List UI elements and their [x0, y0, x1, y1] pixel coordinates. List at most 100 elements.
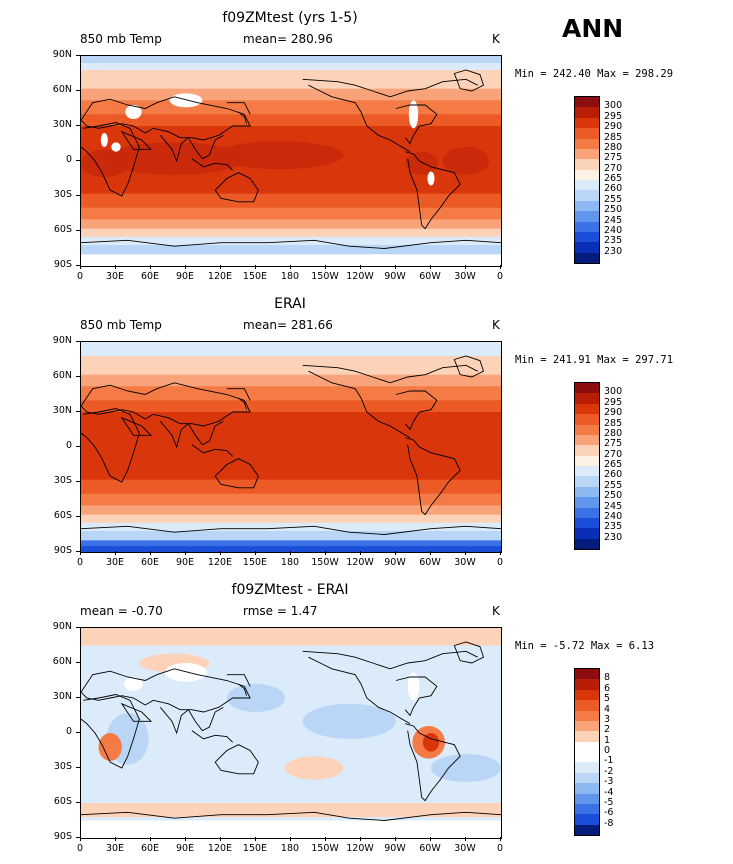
lon-tick-label: 150E — [242, 843, 268, 854]
lon-tick-label: 150W — [311, 843, 339, 854]
colorbar-swatch — [575, 252, 599, 264]
lon-tick-label: 0 — [76, 271, 84, 282]
lat-tick — [76, 551, 80, 552]
panel-units: K — [492, 318, 500, 332]
lat-tick-label: 0 — [65, 440, 72, 451]
lon-tick — [325, 551, 326, 555]
panel-title: ERAI — [274, 296, 306, 312]
lon-tick-label: 30W — [454, 557, 476, 568]
lon-tick — [220, 837, 221, 841]
lat-tick — [76, 195, 80, 196]
lat-tick — [76, 125, 80, 126]
lat-tick-label: 60N — [52, 84, 72, 95]
lon-tick — [80, 265, 81, 269]
colorbar-swatch — [575, 128, 599, 139]
colorbar-label: 6 — [604, 682, 611, 694]
lon-tick — [115, 837, 116, 841]
colorbar-swatch — [575, 517, 599, 529]
colorbar-swatch — [575, 159, 599, 171]
colorbar-swatch — [575, 231, 599, 243]
colorbar-label: 270 — [604, 162, 623, 174]
lon-tick-label: 120W — [346, 557, 374, 568]
lon-tick — [255, 265, 256, 269]
lon-tick-label: 90E — [175, 557, 195, 568]
colorbar-swatch — [575, 211, 599, 222]
colorbar-swatch — [575, 700, 599, 711]
colorbar-swatch — [575, 710, 599, 722]
lon-tick — [220, 551, 221, 555]
colorbar-swatch — [575, 814, 599, 826]
lon-tick — [150, 265, 151, 269]
colorbar — [574, 96, 600, 264]
panel-center-string: rmse = 1.47 — [243, 604, 318, 618]
panel-title: f09ZMtest (yrs 1-5) — [222, 10, 358, 26]
lon-tick-label: 150E — [242, 557, 268, 568]
lat-tick-label: 30N — [52, 691, 72, 702]
lat-tick — [76, 697, 80, 698]
colorbar-label: 245 — [604, 500, 623, 512]
lon-tick-label: 90W — [384, 843, 406, 854]
colorbar-label: -8 — [604, 817, 614, 829]
panel-left-string: mean = -0.70 — [80, 604, 163, 618]
lon-tick — [325, 837, 326, 841]
colorbar-swatch — [575, 689, 599, 701]
colorbar-label: 295 — [604, 110, 623, 122]
lon-tick — [430, 837, 431, 841]
colorbar-label: 275 — [604, 438, 623, 450]
lon-tick-label: 120W — [346, 843, 374, 854]
lon-tick — [220, 265, 221, 269]
lat-tick-label: 60N — [52, 656, 72, 667]
panel-units: K — [492, 604, 500, 618]
map-panel — [80, 55, 502, 267]
lon-tick — [115, 551, 116, 555]
lon-tick — [185, 551, 186, 555]
lon-tick-label: 120W — [346, 271, 374, 282]
colorbar-swatch — [575, 720, 599, 732]
colorbar-label: -4 — [604, 786, 614, 798]
colorbar-label: -3 — [604, 776, 614, 788]
lon-tick — [185, 837, 186, 841]
lat-tick — [76, 732, 80, 733]
colorbar-swatch — [575, 824, 599, 836]
colorbar-label: 240 — [604, 224, 623, 236]
colorbar-label: 240 — [604, 510, 623, 522]
lon-tick — [395, 551, 396, 555]
colorbar-label: 285 — [604, 131, 623, 143]
colorbar — [574, 668, 600, 836]
lat-tick — [76, 376, 80, 377]
colorbar-label: 260 — [604, 183, 623, 195]
lat-tick-label: 30S — [53, 475, 72, 486]
colorbar-swatch — [575, 117, 599, 129]
lon-tick — [500, 551, 501, 555]
lon-tick-label: 120E — [207, 557, 233, 568]
lon-tick-label: 60W — [419, 557, 441, 568]
lon-tick-label: 30W — [454, 843, 476, 854]
colorbar-label: 280 — [604, 141, 623, 153]
colorbar-label: 255 — [604, 479, 623, 491]
panel-left-string: 850 mb Temp — [80, 32, 162, 46]
colorbar-swatch — [575, 669, 599, 680]
colorbar-label: 280 — [604, 427, 623, 439]
colorbar-swatch — [575, 803, 599, 815]
colorbar-label: 270 — [604, 448, 623, 460]
colorbar-swatch — [575, 679, 599, 691]
colorbar-label: 3 — [604, 713, 611, 725]
colorbar — [574, 382, 600, 550]
panel-units: K — [492, 32, 500, 46]
colorbar-label: 260 — [604, 469, 623, 481]
colorbar-swatch — [575, 138, 599, 150]
lat-tick-label: 30S — [53, 761, 72, 772]
colorbar-swatch — [575, 383, 599, 394]
lat-tick-label: 60N — [52, 370, 72, 381]
colorbar-swatch — [575, 403, 599, 415]
lon-tick — [430, 265, 431, 269]
lon-tick — [500, 265, 501, 269]
lon-tick-label: 60W — [419, 843, 441, 854]
lat-tick — [76, 662, 80, 663]
lon-tick — [80, 551, 81, 555]
lon-tick-label: 90W — [384, 271, 406, 282]
colorbar-swatch — [575, 107, 599, 119]
colorbar-swatch — [575, 741, 599, 753]
colorbar-swatch — [575, 731, 599, 743]
lat-tick — [76, 55, 80, 56]
